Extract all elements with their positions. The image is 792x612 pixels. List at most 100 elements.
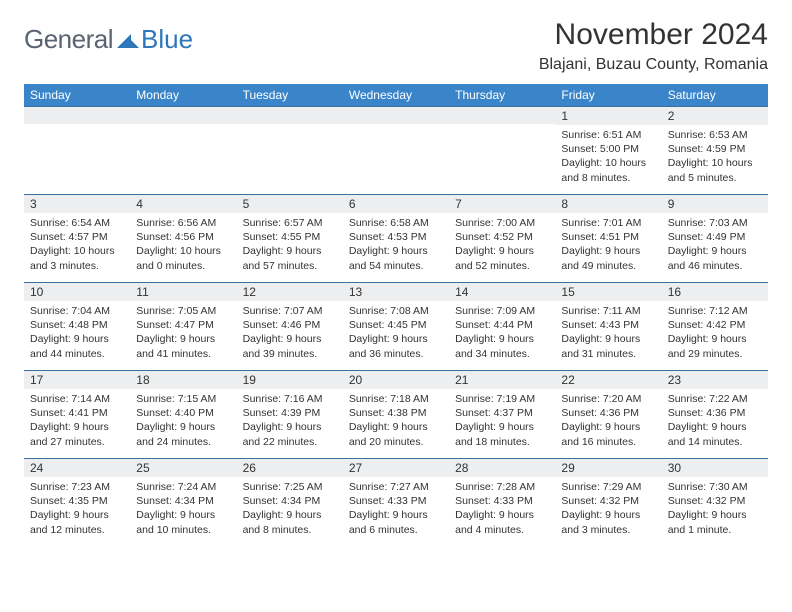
sunset-text: Sunset: 4:34 PM — [243, 494, 337, 508]
sunset-text: Sunset: 4:32 PM — [561, 494, 655, 508]
sunset-text: Sunset: 4:38 PM — [349, 406, 443, 420]
daylight-text: Daylight: 9 hours and 22 minutes. — [243, 420, 337, 448]
day-number: 23 — [662, 371, 768, 389]
sunset-text: Sunset: 4:35 PM — [30, 494, 124, 508]
calendar-day-cell: 27Sunrise: 7:27 AMSunset: 4:33 PMDayligh… — [343, 459, 449, 547]
day-number — [24, 107, 130, 124]
sunset-text: Sunset: 4:52 PM — [455, 230, 549, 244]
calendar-week-row: 24Sunrise: 7:23 AMSunset: 4:35 PMDayligh… — [24, 459, 768, 547]
sunrise-text: Sunrise: 7:05 AM — [136, 304, 230, 318]
daylight-text: Daylight: 9 hours and 16 minutes. — [561, 420, 655, 448]
day-details: Sunrise: 6:51 AMSunset: 5:00 PMDaylight:… — [555, 125, 661, 189]
daylight-text: Daylight: 9 hours and 41 minutes. — [136, 332, 230, 360]
daylight-text: Daylight: 9 hours and 18 minutes. — [455, 420, 549, 448]
day-details — [237, 124, 343, 184]
day-details: Sunrise: 7:00 AMSunset: 4:52 PMDaylight:… — [449, 213, 555, 277]
day-number: 14 — [449, 283, 555, 301]
day-details: Sunrise: 7:23 AMSunset: 4:35 PMDaylight:… — [24, 477, 130, 541]
day-number — [449, 107, 555, 124]
day-number — [343, 107, 449, 124]
sunrise-text: Sunrise: 7:19 AM — [455, 392, 549, 406]
weekday-header: Sunday — [24, 84, 130, 107]
calendar-day-cell: 29Sunrise: 7:29 AMSunset: 4:32 PMDayligh… — [555, 459, 661, 547]
day-number — [130, 107, 236, 124]
daylight-text: Daylight: 10 hours and 8 minutes. — [561, 156, 655, 184]
day-details: Sunrise: 7:09 AMSunset: 4:44 PMDaylight:… — [449, 301, 555, 365]
daylight-text: Daylight: 10 hours and 0 minutes. — [136, 244, 230, 272]
daylight-text: Daylight: 9 hours and 10 minutes. — [136, 508, 230, 536]
day-number: 27 — [343, 459, 449, 477]
calendar-week-row: 17Sunrise: 7:14 AMSunset: 4:41 PMDayligh… — [24, 371, 768, 459]
day-details: Sunrise: 7:15 AMSunset: 4:40 PMDaylight:… — [130, 389, 236, 453]
sunset-text: Sunset: 4:32 PM — [668, 494, 762, 508]
day-details: Sunrise: 7:01 AMSunset: 4:51 PMDaylight:… — [555, 213, 661, 277]
day-number: 4 — [130, 195, 236, 213]
sunrise-text: Sunrise: 7:23 AM — [30, 480, 124, 494]
day-details: Sunrise: 7:28 AMSunset: 4:33 PMDaylight:… — [449, 477, 555, 541]
day-number — [237, 107, 343, 124]
sunrise-text: Sunrise: 7:01 AM — [561, 216, 655, 230]
calendar-day-cell: 11Sunrise: 7:05 AMSunset: 4:47 PMDayligh… — [130, 283, 236, 371]
calendar-day-cell: 21Sunrise: 7:19 AMSunset: 4:37 PMDayligh… — [449, 371, 555, 459]
day-number: 26 — [237, 459, 343, 477]
day-details: Sunrise: 7:27 AMSunset: 4:33 PMDaylight:… — [343, 477, 449, 541]
calendar-week-row: 3Sunrise: 6:54 AMSunset: 4:57 PMDaylight… — [24, 195, 768, 283]
daylight-text: Daylight: 10 hours and 3 minutes. — [30, 244, 124, 272]
sunset-text: Sunset: 4:53 PM — [349, 230, 443, 244]
calendar-day-cell: 19Sunrise: 7:16 AMSunset: 4:39 PMDayligh… — [237, 371, 343, 459]
calendar-day-cell: 12Sunrise: 7:07 AMSunset: 4:46 PMDayligh… — [237, 283, 343, 371]
sunset-text: Sunset: 4:44 PM — [455, 318, 549, 332]
day-details: Sunrise: 7:11 AMSunset: 4:43 PMDaylight:… — [555, 301, 661, 365]
calendar-day-cell: 28Sunrise: 7:28 AMSunset: 4:33 PMDayligh… — [449, 459, 555, 547]
sunset-text: Sunset: 4:40 PM — [136, 406, 230, 420]
sunrise-text: Sunrise: 7:07 AM — [243, 304, 337, 318]
day-number: 8 — [555, 195, 661, 213]
day-details: Sunrise: 7:29 AMSunset: 4:32 PMDaylight:… — [555, 477, 661, 541]
daylight-text: Daylight: 9 hours and 4 minutes. — [455, 508, 549, 536]
day-number: 1 — [555, 107, 661, 125]
daylight-text: Daylight: 9 hours and 24 minutes. — [136, 420, 230, 448]
sunset-text: Sunset: 4:34 PM — [136, 494, 230, 508]
day-details: Sunrise: 6:58 AMSunset: 4:53 PMDaylight:… — [343, 213, 449, 277]
sunrise-text: Sunrise: 7:11 AM — [561, 304, 655, 318]
daylight-text: Daylight: 9 hours and 57 minutes. — [243, 244, 337, 272]
calendar-day-cell: 22Sunrise: 7:20 AMSunset: 4:36 PMDayligh… — [555, 371, 661, 459]
logo-triangle-icon — [117, 32, 139, 53]
calendar-day-cell: 5Sunrise: 6:57 AMSunset: 4:55 PMDaylight… — [237, 195, 343, 283]
calendar-day-cell: 9Sunrise: 7:03 AMSunset: 4:49 PMDaylight… — [662, 195, 768, 283]
day-details: Sunrise: 7:30 AMSunset: 4:32 PMDaylight:… — [662, 477, 768, 541]
sunrise-text: Sunrise: 7:15 AM — [136, 392, 230, 406]
daylight-text: Daylight: 9 hours and 14 minutes. — [668, 420, 762, 448]
calendar-day-cell — [130, 107, 236, 195]
calendar-day-cell — [343, 107, 449, 195]
sunrise-text: Sunrise: 7:22 AM — [668, 392, 762, 406]
calendar-day-cell: 10Sunrise: 7:04 AMSunset: 4:48 PMDayligh… — [24, 283, 130, 371]
logo: General Blue — [24, 24, 193, 55]
day-number: 22 — [555, 371, 661, 389]
calendar-header-row: SundayMondayTuesdayWednesdayThursdayFrid… — [24, 84, 768, 107]
day-number: 21 — [449, 371, 555, 389]
sunset-text: Sunset: 5:00 PM — [561, 142, 655, 156]
calendar-day-cell — [449, 107, 555, 195]
calendar-page: General Blue November 2024 Blajani, Buza… — [0, 0, 792, 557]
day-number: 18 — [130, 371, 236, 389]
daylight-text: Daylight: 9 hours and 27 minutes. — [30, 420, 124, 448]
calendar-body: 1Sunrise: 6:51 AMSunset: 5:00 PMDaylight… — [24, 107, 768, 547]
sunset-text: Sunset: 4:36 PM — [668, 406, 762, 420]
sunrise-text: Sunrise: 6:58 AM — [349, 216, 443, 230]
calendar-table: SundayMondayTuesdayWednesdayThursdayFrid… — [24, 84, 768, 547]
calendar-week-row: 1Sunrise: 6:51 AMSunset: 5:00 PMDaylight… — [24, 107, 768, 195]
day-number: 16 — [662, 283, 768, 301]
day-details: Sunrise: 6:57 AMSunset: 4:55 PMDaylight:… — [237, 213, 343, 277]
sunset-text: Sunset: 4:56 PM — [136, 230, 230, 244]
daylight-text: Daylight: 9 hours and 1 minute. — [668, 508, 762, 536]
day-details: Sunrise: 7:08 AMSunset: 4:45 PMDaylight:… — [343, 301, 449, 365]
day-number: 12 — [237, 283, 343, 301]
weekday-header: Wednesday — [343, 84, 449, 107]
sunrise-text: Sunrise: 7:09 AM — [455, 304, 549, 318]
sunset-text: Sunset: 4:49 PM — [668, 230, 762, 244]
day-number: 19 — [237, 371, 343, 389]
day-number: 15 — [555, 283, 661, 301]
sunrise-text: Sunrise: 7:00 AM — [455, 216, 549, 230]
sunset-text: Sunset: 4:39 PM — [243, 406, 337, 420]
